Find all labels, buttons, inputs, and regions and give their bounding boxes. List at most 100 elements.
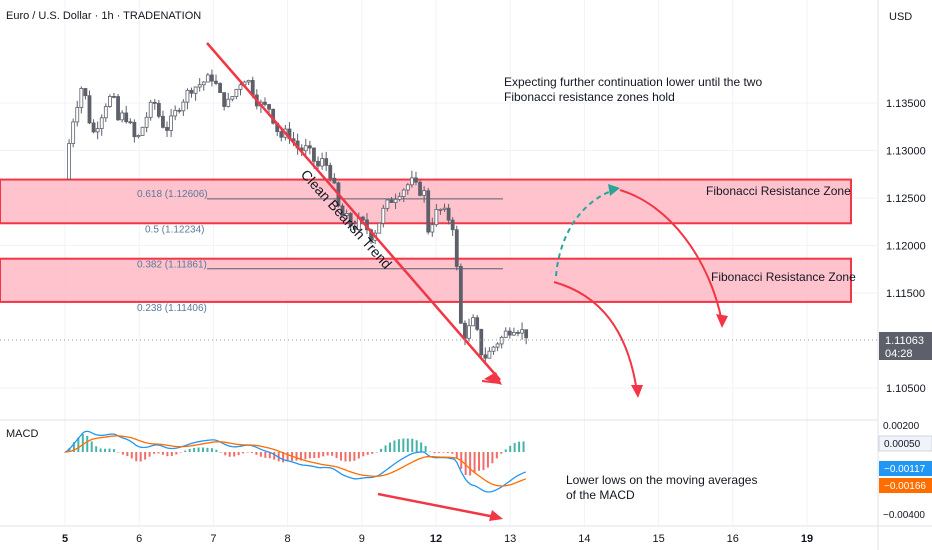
- candle-body: [156, 103, 161, 117]
- macd-line-value: −0.00117: [884, 464, 926, 475]
- macd-bar: [255, 452, 258, 455]
- price-tick: 1.13500: [886, 98, 926, 110]
- signal-line-value: −0.00166: [884, 481, 926, 492]
- price-axis[interactable]: 1.13500 1.13000 1.12500 1.12000 1.11500 1.105…: [886, 98, 926, 395]
- macd-bar: [509, 445, 512, 452]
- macd-bar: [224, 452, 227, 456]
- candle-body: [491, 346, 496, 352]
- zone-upper-label: Fibonacci Resistance Zone: [706, 184, 851, 198]
- candle-body: [181, 101, 186, 112]
- fib-zone-upper[interactable]: [0, 178, 852, 225]
- time-tick: 15: [652, 533, 664, 545]
- candle-body: [471, 317, 476, 327]
- chart-title: Euro / U.S. Dollar · 1h · TRADENATION: [6, 10, 201, 22]
- candle-body: [120, 112, 125, 121]
- candle-body: [116, 96, 120, 121]
- macd-bar: [233, 452, 236, 457]
- macd-bar: [384, 445, 387, 452]
- candle-body: [303, 145, 308, 152]
- macd-bar: [206, 447, 209, 452]
- candle-body: [381, 207, 386, 224]
- candle-body: [418, 181, 422, 196]
- macd-bar: [380, 448, 383, 452]
- macd-bar: [210, 448, 213, 452]
- candle-body: [140, 126, 145, 136]
- time-axis[interactable]: 5 6 7 8 9 12 13 14 15 16 19: [62, 533, 813, 545]
- macd-bar: [513, 442, 516, 452]
- price-tick: 1.11500: [886, 288, 925, 300]
- signal-line-tag: [879, 478, 932, 493]
- candle-body: [136, 135, 141, 138]
- candle-body: [197, 84, 202, 88]
- macd-bar: [388, 442, 391, 452]
- candle-body: [405, 184, 410, 191]
- projection-up-head: [608, 184, 620, 196]
- macd-bar: [486, 452, 489, 468]
- candle-body: [393, 198, 398, 203]
- macd-bar: [326, 452, 329, 456]
- macd-bar: [500, 452, 503, 454]
- macd-bar: [148, 452, 151, 457]
- macd-bar: [397, 439, 400, 452]
- macd-bar: [219, 452, 222, 453]
- candle-body: [377, 222, 382, 234]
- macd-bar: [166, 452, 169, 457]
- trend-arrow-base: [481, 380, 501, 384]
- candle-body: [205, 74, 210, 83]
- macd-bar: [362, 452, 365, 457]
- candle-body: [189, 89, 194, 94]
- candle-body: [487, 350, 492, 359]
- candle-body: [348, 213, 353, 227]
- candle-body: [479, 328, 484, 356]
- candle-body: [512, 331, 516, 336]
- projection-down-right: [619, 189, 723, 323]
- candle-body: [185, 89, 190, 103]
- macd-bar: [104, 448, 107, 452]
- candle-body: [389, 199, 394, 203]
- macd-bar: [121, 452, 124, 455]
- macd-bar: [197, 447, 200, 452]
- macd-bar: [402, 438, 405, 452]
- projection-down-right-head: [716, 314, 728, 328]
- bearish-trend-line[interactable]: [206, 42, 501, 381]
- candle-body: [430, 224, 435, 233]
- macd-bar: [95, 446, 98, 452]
- macd-line: [64, 430, 527, 493]
- candle-body: [91, 122, 96, 133]
- macd-bar: [371, 452, 374, 454]
- macd-bar: [348, 452, 351, 462]
- candle-body: [71, 121, 76, 144]
- macd-axis-bottom: −0.00400: [883, 510, 925, 521]
- candle-body: [458, 266, 463, 324]
- macd-bar: [415, 440, 418, 452]
- time-tick: 12: [430, 533, 442, 545]
- macd-divergence-arrow: [377, 492, 501, 520]
- macd-bar: [406, 438, 409, 452]
- macd-bar: [90, 441, 93, 452]
- fib-label-0382: 0.382 (1.11861): [137, 260, 207, 271]
- candle-body: [324, 158, 329, 166]
- candle-body: [112, 95, 116, 98]
- candle-body: [442, 207, 447, 210]
- macd-bar: [126, 452, 129, 457]
- macd-bar: [81, 433, 84, 452]
- candle-body: [520, 329, 524, 334]
- price-tag: [879, 332, 932, 360]
- candle-body: [312, 147, 316, 162]
- macd-axis-top: 0.00200: [883, 421, 920, 432]
- candle-body: [434, 209, 439, 226]
- projection-down-left: [553, 281, 638, 393]
- macd-bar: [317, 452, 320, 458]
- candle-body: [332, 177, 337, 184]
- candle-body: [144, 116, 149, 128]
- time-tick: 8: [285, 533, 291, 545]
- fib-label-05: 0.5 (1.12234): [145, 224, 205, 235]
- candle-body: [340, 205, 345, 217]
- macd-bar: [411, 438, 414, 452]
- macd-line-tag: [879, 461, 932, 476]
- macd-bar: [77, 437, 80, 452]
- macd-bar: [393, 440, 396, 452]
- macd-bar: [308, 452, 311, 459]
- macd-bar: [357, 452, 360, 459]
- macd-bar: [99, 448, 102, 452]
